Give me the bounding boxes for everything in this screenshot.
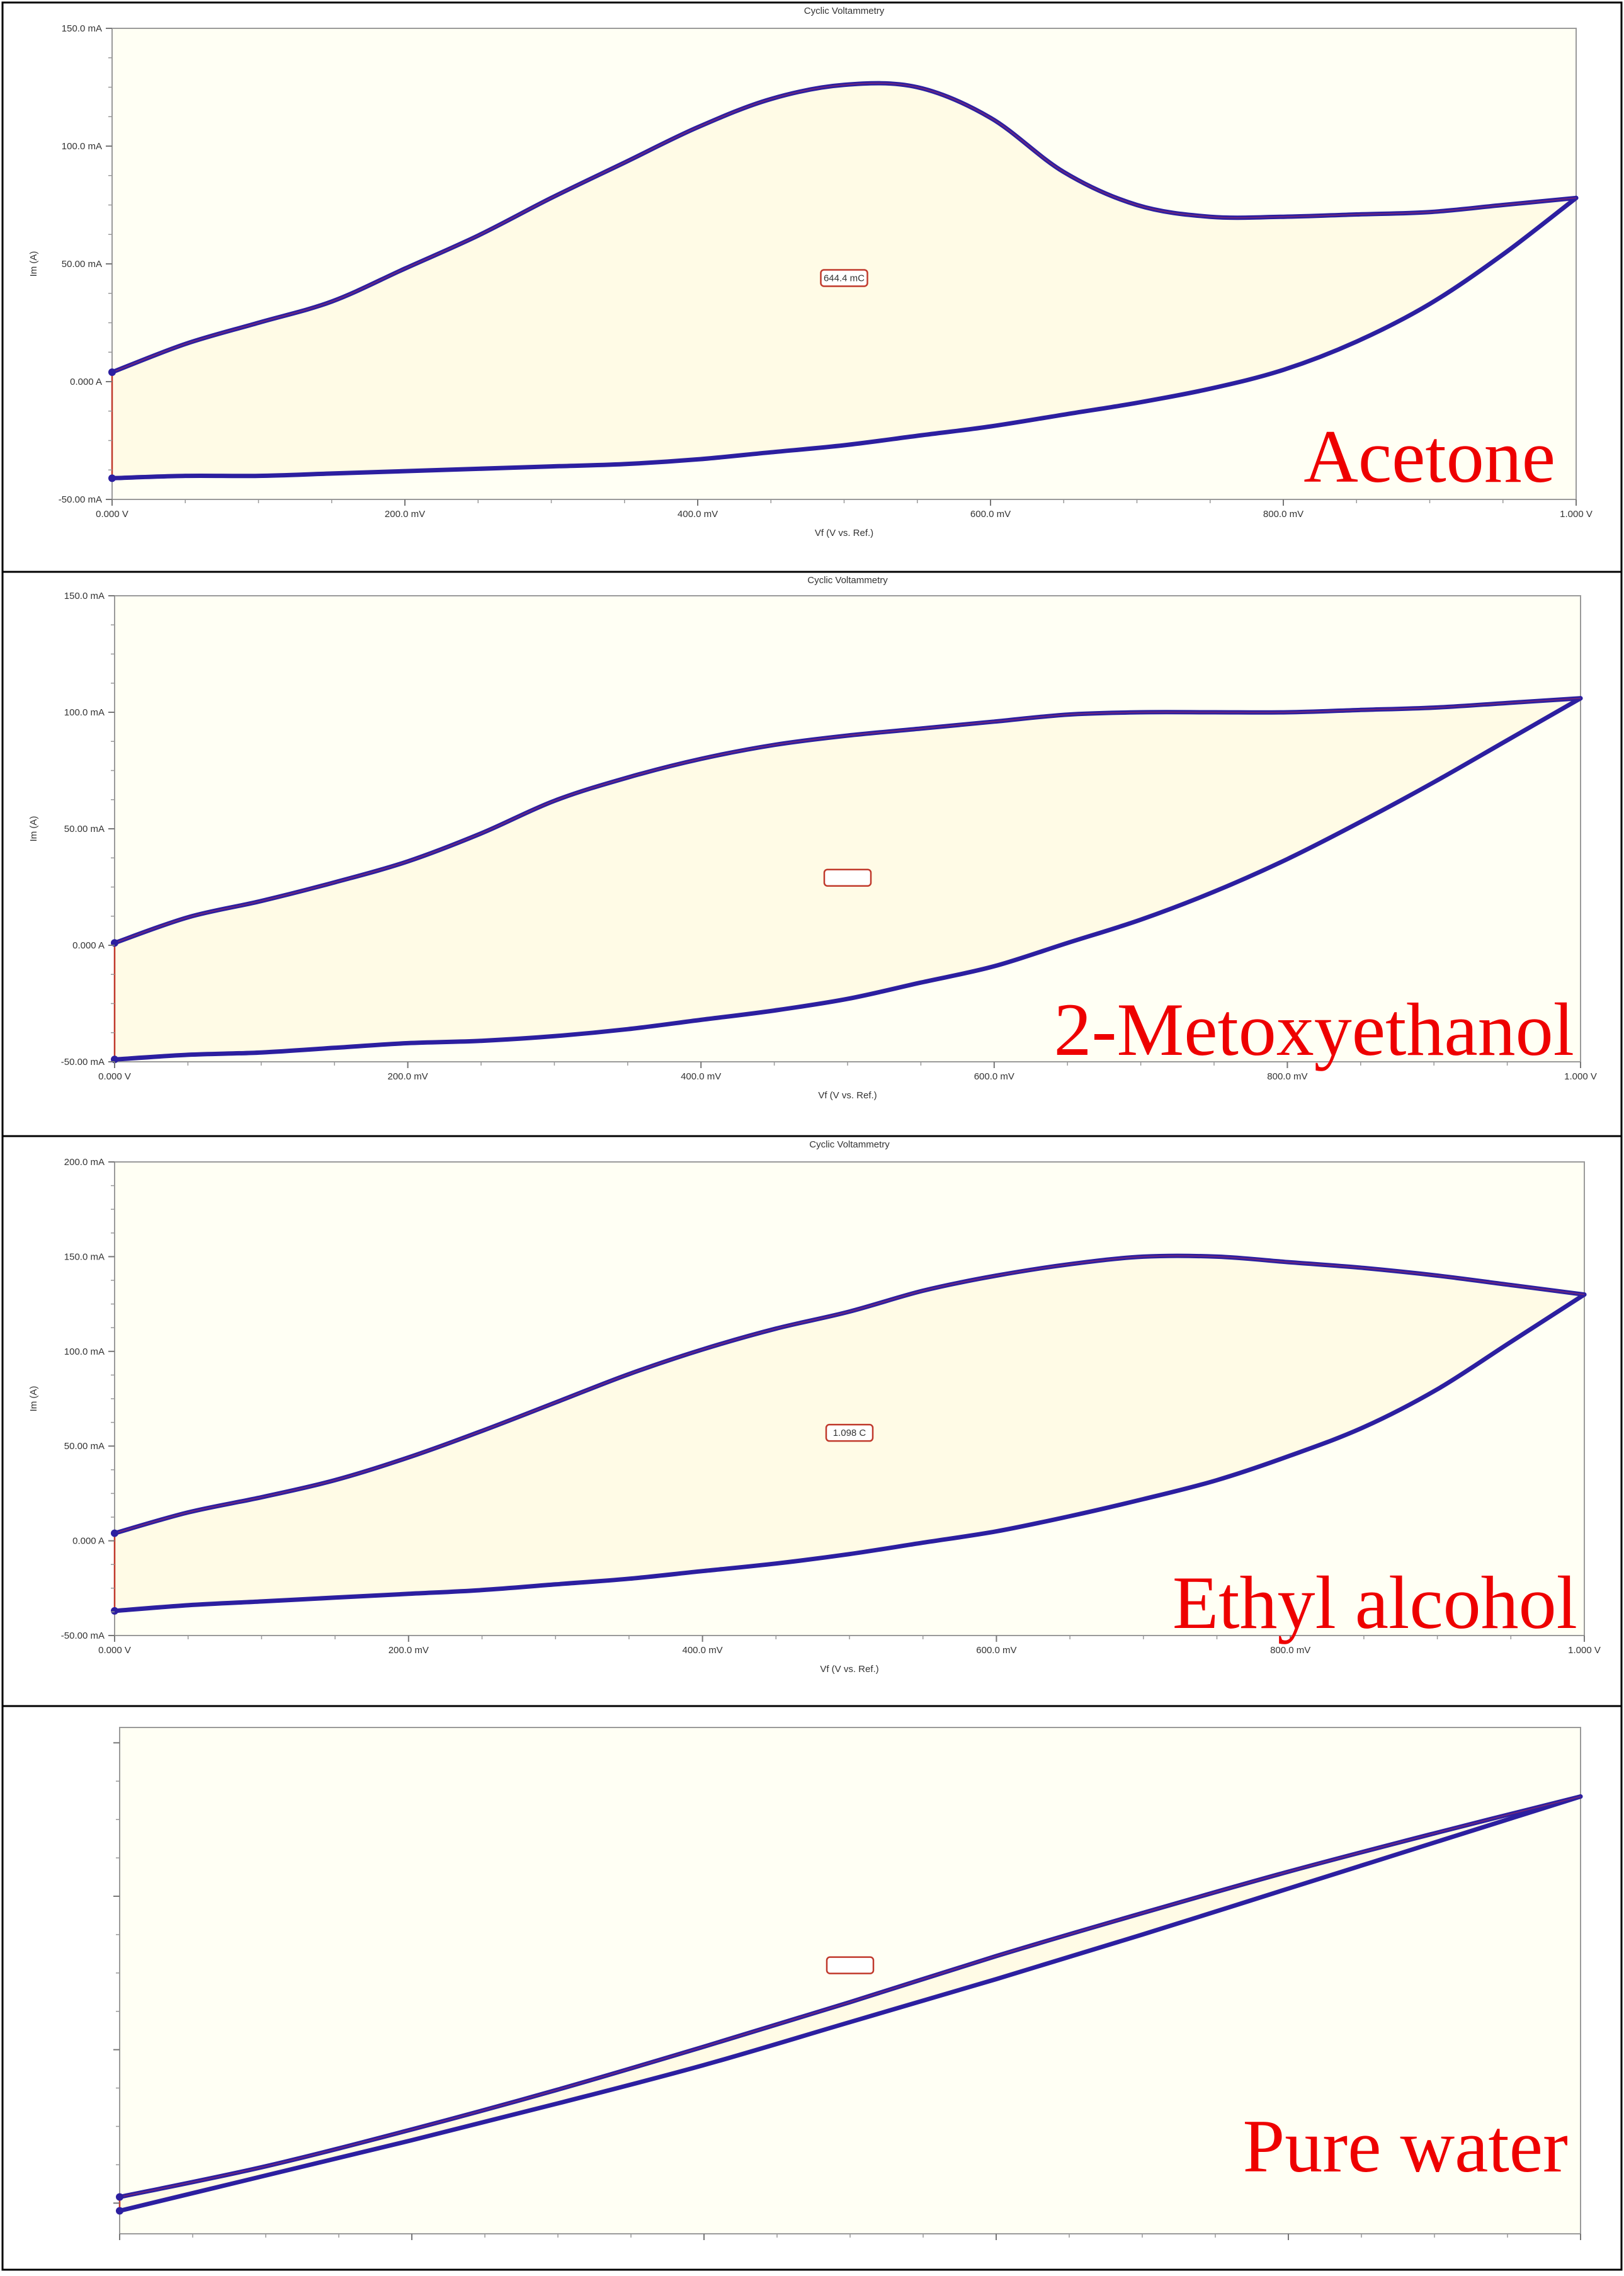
x-axis-label: Vf (V vs. Ref.) <box>818 1090 877 1101</box>
series-forward-trace <box>119 1795 1581 2198</box>
x-tick-label: 0.000 V <box>98 1645 131 1656</box>
x-tick-label: 800.0 mV <box>1263 509 1303 520</box>
x-tick-label: 1.000 V <box>1560 509 1593 520</box>
y-tick-label: 100.0 mA <box>64 707 105 718</box>
charge-annotation: 644.4 mC <box>824 273 865 283</box>
x-tick-label: 200.0 mV <box>389 1645 429 1656</box>
y-tick-label: -50.00 mA <box>61 1630 105 1641</box>
panel-border <box>1 1705 1623 2271</box>
x-tick-label: 600.0 mV <box>974 1071 1014 1082</box>
charge-annotation-box <box>823 868 872 887</box>
y-axis-label: Im (A) <box>28 816 39 842</box>
y-tick-label: 50.00 mA <box>64 1441 105 1452</box>
charge-annotation: 1.098 C <box>833 1428 866 1438</box>
solvent-label: Acetone <box>1303 414 1555 498</box>
y-tick-label: 150.0 mA <box>62 23 102 34</box>
solvent-label: Ethyl alcohol <box>1173 1561 1577 1644</box>
start-point <box>111 1529 118 1537</box>
series-forward-trace <box>111 83 1577 373</box>
x-tick-label: 600.0 mV <box>976 1645 1016 1656</box>
end-point <box>108 474 116 482</box>
y-tick-label: 150.0 mA <box>64 1251 105 1262</box>
chart-panel-3: Cyclic Voltammetry 0.000 V 200.0 mV 400.0 m… <box>1 1135 1623 1707</box>
x-axis-label: Vf (V vs. Ref.) <box>820 1664 878 1675</box>
x-tick-label: 400.0 mV <box>678 509 718 520</box>
solvent-label: Pure water <box>1243 2104 1568 2188</box>
end-point <box>111 1607 118 1615</box>
y-tick-label: 100.0 mA <box>62 141 102 152</box>
start-point <box>108 368 116 377</box>
x-tick-label: 200.0 mV <box>385 509 425 520</box>
y-tick-label: 50.00 mA <box>62 259 102 270</box>
y-tick-label: 0.000 A <box>70 377 102 387</box>
charge-annotation-box <box>825 1423 874 1442</box>
y-axis-label: Im (A) <box>28 251 39 277</box>
series-forward-trace <box>114 698 1581 944</box>
y-axis-label: Im (A) <box>28 1386 39 1412</box>
solvent-label: 2-Metoxyethanol <box>1054 987 1574 1071</box>
x-tick-label: 1.000 V <box>1564 1071 1597 1082</box>
x-tick-label: 200.0 mV <box>387 1071 428 1082</box>
x-tick-label: 800.0 mV <box>1267 1071 1307 1082</box>
y-tick-label: -50.00 mA <box>59 494 102 505</box>
y-tick-label: 50.00 mA <box>64 824 105 834</box>
charge-annotation-box <box>820 269 868 287</box>
x-tick-label: 0.000 V <box>96 509 128 520</box>
chart-panel-2: Cyclic Voltammetry 0.000 V 200.0 mV 400.0 m… <box>1 571 1623 1137</box>
x-tick-label: 1.000 V <box>1568 1645 1601 1656</box>
start-point <box>116 2193 123 2201</box>
y-tick-label: 150.0 mA <box>64 591 105 601</box>
chart-title: Cyclic Voltammetry <box>809 1139 890 1150</box>
x-tick-label: 800.0 mV <box>1270 1645 1310 1656</box>
charge-annotation-box <box>826 1956 875 1974</box>
x-axis-label: Vf (V vs. Ref.) <box>815 528 873 538</box>
series-forward-trace <box>114 1255 1585 1534</box>
x-tick-label: 600.0 mV <box>970 509 1011 520</box>
chart-panel-1: Cyclic Voltammetry 0.000 V 200.0 mV 400.0 m… <box>1 1 1623 573</box>
x-tick-label: 400.0 mV <box>682 1645 722 1656</box>
series-reverse-sweep <box>112 1292 1587 1613</box>
series-reverse-sweep <box>112 696 1583 1062</box>
series-reverse-sweep <box>117 1794 1583 2213</box>
chart-title: Cyclic Voltammetry <box>804 6 885 16</box>
chart-panel-4: Pure water <box>1 1705 1623 2271</box>
y-tick-label: -50.00 mA <box>61 1057 105 1067</box>
end-point <box>116 2207 123 2215</box>
y-tick-label: 0.000 A <box>72 940 105 951</box>
x-tick-label: 0.000 V <box>98 1071 131 1082</box>
series-reverse-sweep <box>110 195 1579 481</box>
x-tick-label: 400.0 mV <box>681 1071 721 1082</box>
y-tick-label: 0.000 A <box>72 1536 105 1547</box>
y-tick-label: 200.0 mA <box>64 1157 105 1168</box>
y-tick-label: 100.0 mA <box>64 1346 105 1357</box>
chart-title: Cyclic Voltammetry <box>807 575 888 586</box>
